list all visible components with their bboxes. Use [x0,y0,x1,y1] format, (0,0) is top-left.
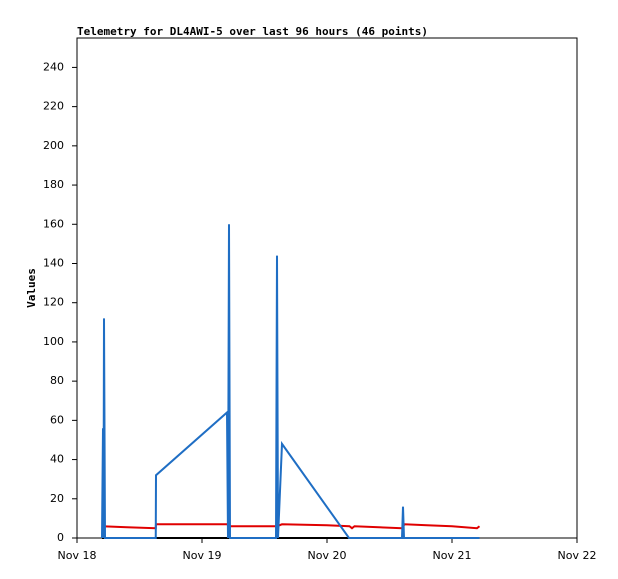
y-tick-label: 140 [43,256,64,269]
x-tick-label: Nov 18 [58,549,97,562]
y-tick-label: 120 [43,296,64,309]
y-tick-label: 80 [50,374,64,387]
series-line [101,523,481,530]
y-tick-label: 60 [50,413,64,426]
x-tick-label: Nov 22 [558,549,597,562]
plot-frame [76,37,578,539]
chart-title: Telemetry for DL4AWI-5 over last 96 hour… [77,25,428,38]
x-tick-label: Nov 19 [183,549,222,562]
y-tick-label: 20 [50,492,64,505]
y-tick-label: 240 [43,60,64,73]
y-tick-label: 100 [43,335,64,348]
y-tick-label: 220 [43,100,64,113]
x-tick-label: Nov 20 [308,549,347,562]
x-tick-label: Nov 21 [433,549,472,562]
y-tick-label: 160 [43,217,64,230]
y-axis-label: Values [25,268,38,308]
y-tick-label: 40 [50,453,64,466]
y-tick-label: 180 [43,178,64,191]
series-line [101,224,480,539]
y-tick-label: 200 [43,139,64,152]
y-tick-label: 0 [57,531,64,544]
